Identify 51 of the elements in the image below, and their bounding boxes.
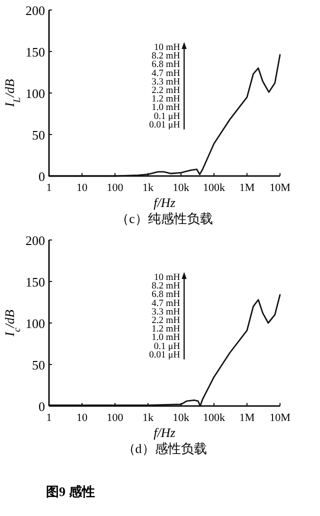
x-tick-label: 1M	[239, 182, 255, 194]
x-tick-label: 1	[46, 412, 52, 424]
text: 图9 感性	[46, 484, 95, 499]
y-tick-label: 200	[26, 233, 45, 248]
annotation: 6.8 mH	[152, 60, 180, 70]
y-tick-label: 100	[26, 316, 45, 331]
x-tick-label: 10	[76, 412, 88, 424]
annotation: 1.2 mH	[152, 324, 180, 335]
x-tick-label: 1M	[239, 412, 255, 424]
x-tick-label: 100k	[203, 412, 226, 424]
annotation: 0.1 μH	[154, 112, 180, 122]
annotation: 8.2 mH	[152, 52, 180, 62]
x-tick-label: 10k	[172, 182, 190, 194]
annotation: 6.8 mH	[152, 290, 180, 300]
annotation: 0.01 μH	[149, 350, 180, 360]
x-tick-label: 10	[76, 182, 88, 194]
text: （c）纯感性负载	[116, 211, 213, 226]
x-tick-label: 10M	[270, 182, 291, 194]
annotation: 3.3 mH	[152, 77, 180, 88]
annotation: 4.7 mH	[152, 68, 180, 79]
annotation: 0.1 μH	[154, 342, 180, 352]
annotation: 1.0 mH	[152, 103, 180, 114]
y-tick-label: 0	[38, 399, 45, 414]
annotation: 3.3 mH	[152, 307, 180, 318]
annotation: 2.2 mH	[152, 316, 180, 326]
x-tick-label: 10M	[270, 412, 291, 424]
annotation: 4.7 mH	[152, 298, 180, 309]
x-tick-label: 100k	[203, 182, 226, 194]
x-tick-label: 1k	[142, 182, 154, 194]
annotation: 10 mH	[154, 273, 180, 283]
y-tick-label: 200	[26, 3, 45, 18]
annotation: 0.01 μH	[149, 120, 180, 130]
y-tick-label: 50	[32, 128, 45, 142]
y-tick-label: 0	[38, 169, 45, 184]
x-tick-label: 10k	[172, 412, 190, 424]
annotation: 8.2 mH	[152, 282, 180, 292]
annotation: 1.0 mH	[152, 333, 180, 344]
text: （d）感性负载	[122, 441, 207, 456]
annotation: 10 mH	[154, 43, 180, 53]
y-tick-label: 150	[26, 274, 45, 290]
x-tick-label: 100	[106, 182, 124, 194]
annotation: 2.2 mH	[152, 86, 180, 96]
annotation: 1.2 mH	[152, 94, 180, 105]
x-tick-label: 1	[46, 182, 52, 194]
y-tick-label: 150	[26, 44, 45, 60]
x-axis-title: f/Hz	[154, 195, 176, 210]
x-tick-label: 1k	[142, 412, 154, 424]
x-tick-label: 100	[106, 412, 124, 424]
x-axis-title: f/Hz	[154, 425, 176, 440]
y-tick-label: 50	[32, 358, 45, 372]
y-tick-label: 100	[26, 86, 45, 101]
